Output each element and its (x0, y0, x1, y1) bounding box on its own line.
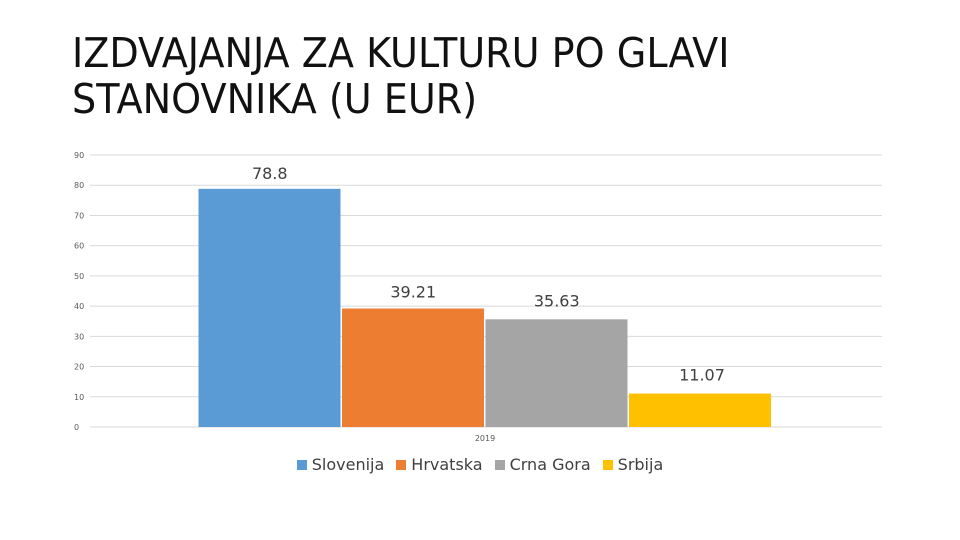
bar-hrvatska (342, 308, 484, 427)
slide-title: IZDVAJANJA ZA KULTURU PO GLAVI STANOVNIK… (72, 30, 872, 122)
legend-label: Slovenija (311, 455, 385, 474)
title-line-1: IZDVAJANJA ZA KULTURU PO GLAVI (72, 29, 730, 77)
legend-swatch (296, 459, 307, 470)
y-tick-label: 80 (74, 181, 84, 190)
legend-swatch (494, 459, 505, 470)
legend-swatch (396, 459, 407, 470)
y-tick-label: 20 (74, 363, 84, 372)
data-label: 11.07 (679, 366, 725, 385)
legend-item: Srbija (602, 455, 664, 474)
data-label: 78.8 (252, 164, 288, 183)
y-tick-label: 50 (74, 272, 84, 281)
legend-label: Srbija (617, 455, 664, 474)
data-label: 39.21 (390, 282, 436, 301)
y-tick-label: 0 (74, 423, 79, 432)
bar-crna-gora (485, 319, 628, 427)
x-category-label: 2019 (475, 434, 495, 443)
data-label: 35.63 (534, 291, 580, 310)
y-tick-label: 10 (74, 393, 84, 402)
legend-swatch (602, 459, 613, 470)
y-tick-label: 30 (74, 332, 84, 341)
legend-item: Slovenija (296, 455, 385, 474)
y-tick-label: 90 (74, 151, 84, 160)
legend-label: Crna Gora (509, 455, 591, 474)
y-tick-label: 40 (74, 302, 84, 311)
legend-item: Hrvatska (396, 455, 483, 474)
chart-legend: Slovenija Hrvatska Crna Gora Srbija (0, 455, 960, 474)
bar-slovenija (198, 188, 341, 427)
legend-item: Crna Gora (494, 455, 591, 474)
title-line-2: STANOVNIKA (U EUR) (72, 75, 478, 123)
y-tick-label: 70 (74, 211, 84, 220)
bar-srbija (629, 393, 771, 427)
legend-label: Hrvatska (411, 455, 483, 474)
y-tick-label: 60 (74, 242, 84, 251)
